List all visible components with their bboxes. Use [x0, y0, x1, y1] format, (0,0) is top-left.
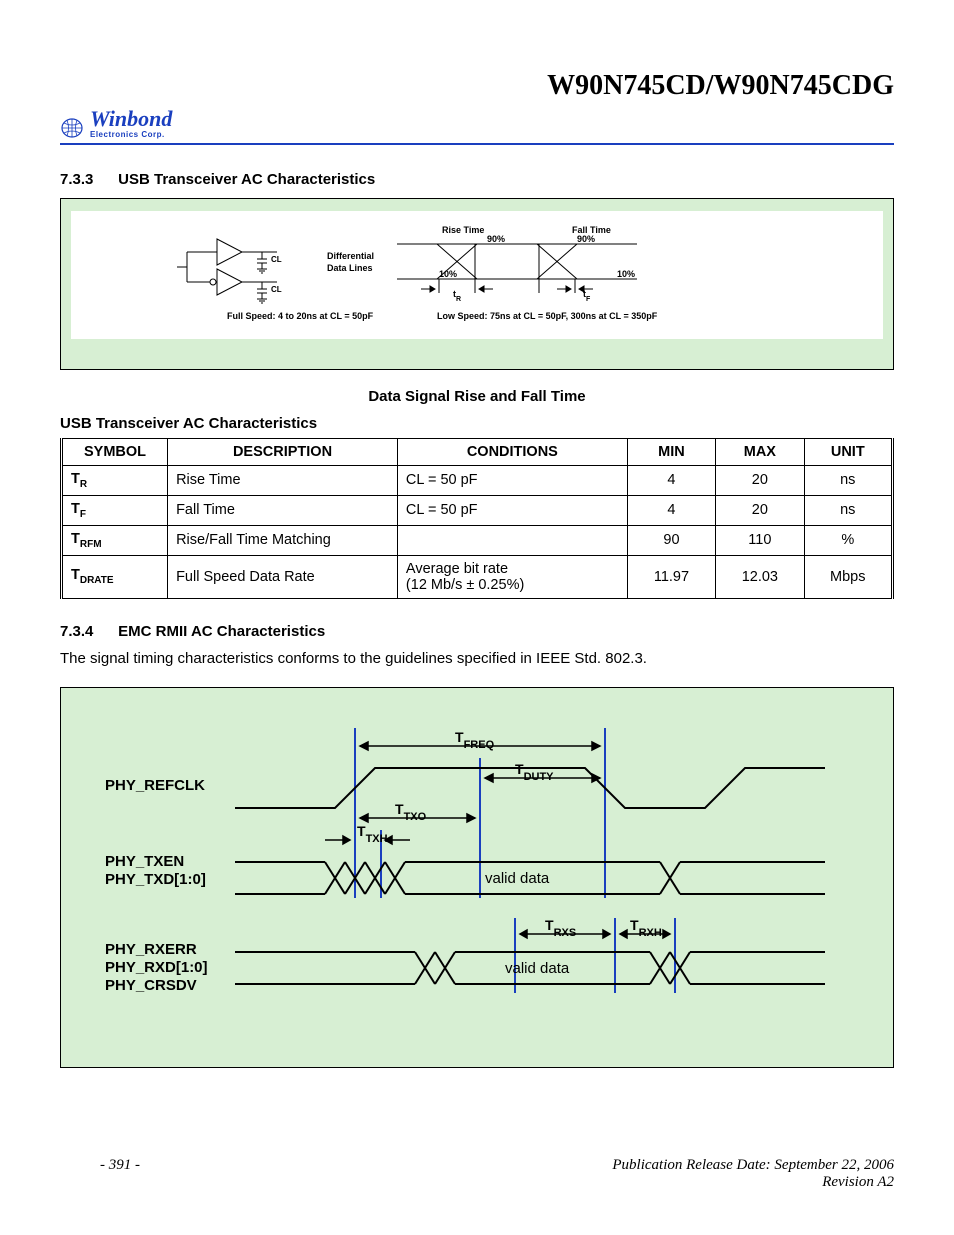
header-rule [60, 143, 894, 145]
table-row: TDRATE Full Speed Data Rate Average bit … [62, 555, 893, 598]
section-title: EMC RMII AC Characteristics [118, 623, 325, 640]
brand-name: Winbond [90, 108, 172, 130]
svg-text:PHY_RXD[1:0]: PHY_RXD[1:0] [105, 959, 208, 976]
svg-text:Full Speed: 4 to 20ns at CL =: Full Speed: 4 to 20ns at CL = 50pF [227, 311, 374, 321]
section-heading-usb: 7.3.3 USB Transceiver AC Characteristics [60, 171, 894, 188]
table-header-row: SYMBOL DESCRIPTION CONDITIONS MIN MAX UN… [62, 439, 893, 466]
svg-text:TTXH: TTXH [357, 823, 388, 845]
table-row: TR Rise Time CL = 50 pF 4 20 ns [62, 466, 893, 496]
svg-text:tF: tF [583, 289, 591, 303]
th-symbol: SYMBOL [62, 439, 168, 466]
pub-date: Publication Release Date: September 22, … [612, 1157, 894, 1173]
section-title: USB Transceiver AC Characteristics [118, 171, 375, 188]
usb-timing-diagram: CL CL Differential Data Lines Rise Time … [157, 219, 797, 329]
table-caption-usb: USB Transceiver AC Characteristics [60, 415, 894, 432]
brand-logo: Winbond Electronics Corp. [60, 108, 894, 139]
page-footer: - 391 - Publication Release Date: Septem… [60, 1157, 894, 1191]
figure-rmii-timing: PHY_REFCLK TFREQ TDUTY TTXO [60, 687, 894, 1068]
svg-text:PHY_CRSDV: PHY_CRSDV [105, 977, 197, 994]
th-unit: UNIT [804, 439, 892, 466]
svg-text:TTXO: TTXO [395, 801, 427, 823]
section-heading-emc: 7.3.4 EMC RMII AC Characteristics [60, 623, 894, 640]
svg-text:90%: 90% [577, 234, 595, 244]
th-cond: CONDITIONS [397, 439, 627, 466]
rmii-timing-diagram: PHY_REFCLK TFREQ TDUTY TTXO [85, 718, 855, 1018]
section-num: 7.3.4 [60, 623, 114, 640]
globe-icon [60, 117, 84, 139]
svg-text:90%: 90% [487, 234, 505, 244]
svg-text:TRXH: TRXH [630, 917, 662, 939]
svg-text:CL: CL [271, 255, 282, 264]
svg-text:valid data: valid data [485, 870, 550, 887]
usb-ac-char-table: SYMBOL DESCRIPTION CONDITIONS MIN MAX UN… [60, 438, 894, 599]
svg-text:Low Speed: 75ns at CL = 50pF,: Low Speed: 75ns at CL = 50pF, 300ns at C… [437, 311, 658, 321]
svg-text:Differential: Differential [327, 251, 374, 261]
svg-text:PHY_RXERR: PHY_RXERR [105, 941, 197, 958]
page-number: - 391 - [60, 1157, 180, 1191]
table-row: TRFM Rise/Fall Time Matching 90 110 % [62, 525, 893, 555]
th-min: MIN [627, 439, 715, 466]
svg-text:10%: 10% [617, 269, 635, 279]
figure-caption-usb: Data Signal Rise and Fall Time [60, 388, 894, 405]
svg-text:PHY_TXEN: PHY_TXEN [105, 853, 184, 870]
figure-usb-timing: CL CL Differential Data Lines Rise Time … [60, 198, 894, 370]
svg-text:TDUTY: TDUTY [515, 761, 554, 783]
svg-text:TRXS: TRXS [545, 917, 576, 939]
th-desc: DESCRIPTION [168, 439, 398, 466]
part-number: W90N745CD/W90N745CDG [60, 70, 894, 102]
svg-text:TFREQ: TFREQ [455, 729, 495, 751]
section-num: 7.3.3 [60, 171, 114, 188]
th-max: MAX [716, 439, 804, 466]
section-body-emc: The signal timing characteristics confor… [60, 650, 894, 667]
svg-text:valid data: valid data [505, 960, 570, 977]
svg-text:CL: CL [271, 285, 282, 294]
svg-text:10%: 10% [439, 269, 457, 279]
table-row: TF Fall Time CL = 50 pF 4 20 ns [62, 495, 893, 525]
svg-text:tR: tR [453, 289, 461, 303]
svg-text:PHY_TXD[1:0]: PHY_TXD[1:0] [105, 871, 206, 888]
brand-sub: Electronics Corp. [90, 130, 172, 139]
svg-text:Data Lines: Data Lines [327, 263, 373, 273]
svg-text:Rise Time: Rise Time [442, 225, 484, 235]
svg-text:PHY_REFCLK: PHY_REFCLK [105, 777, 205, 794]
revision: Revision A2 [822, 1174, 894, 1190]
